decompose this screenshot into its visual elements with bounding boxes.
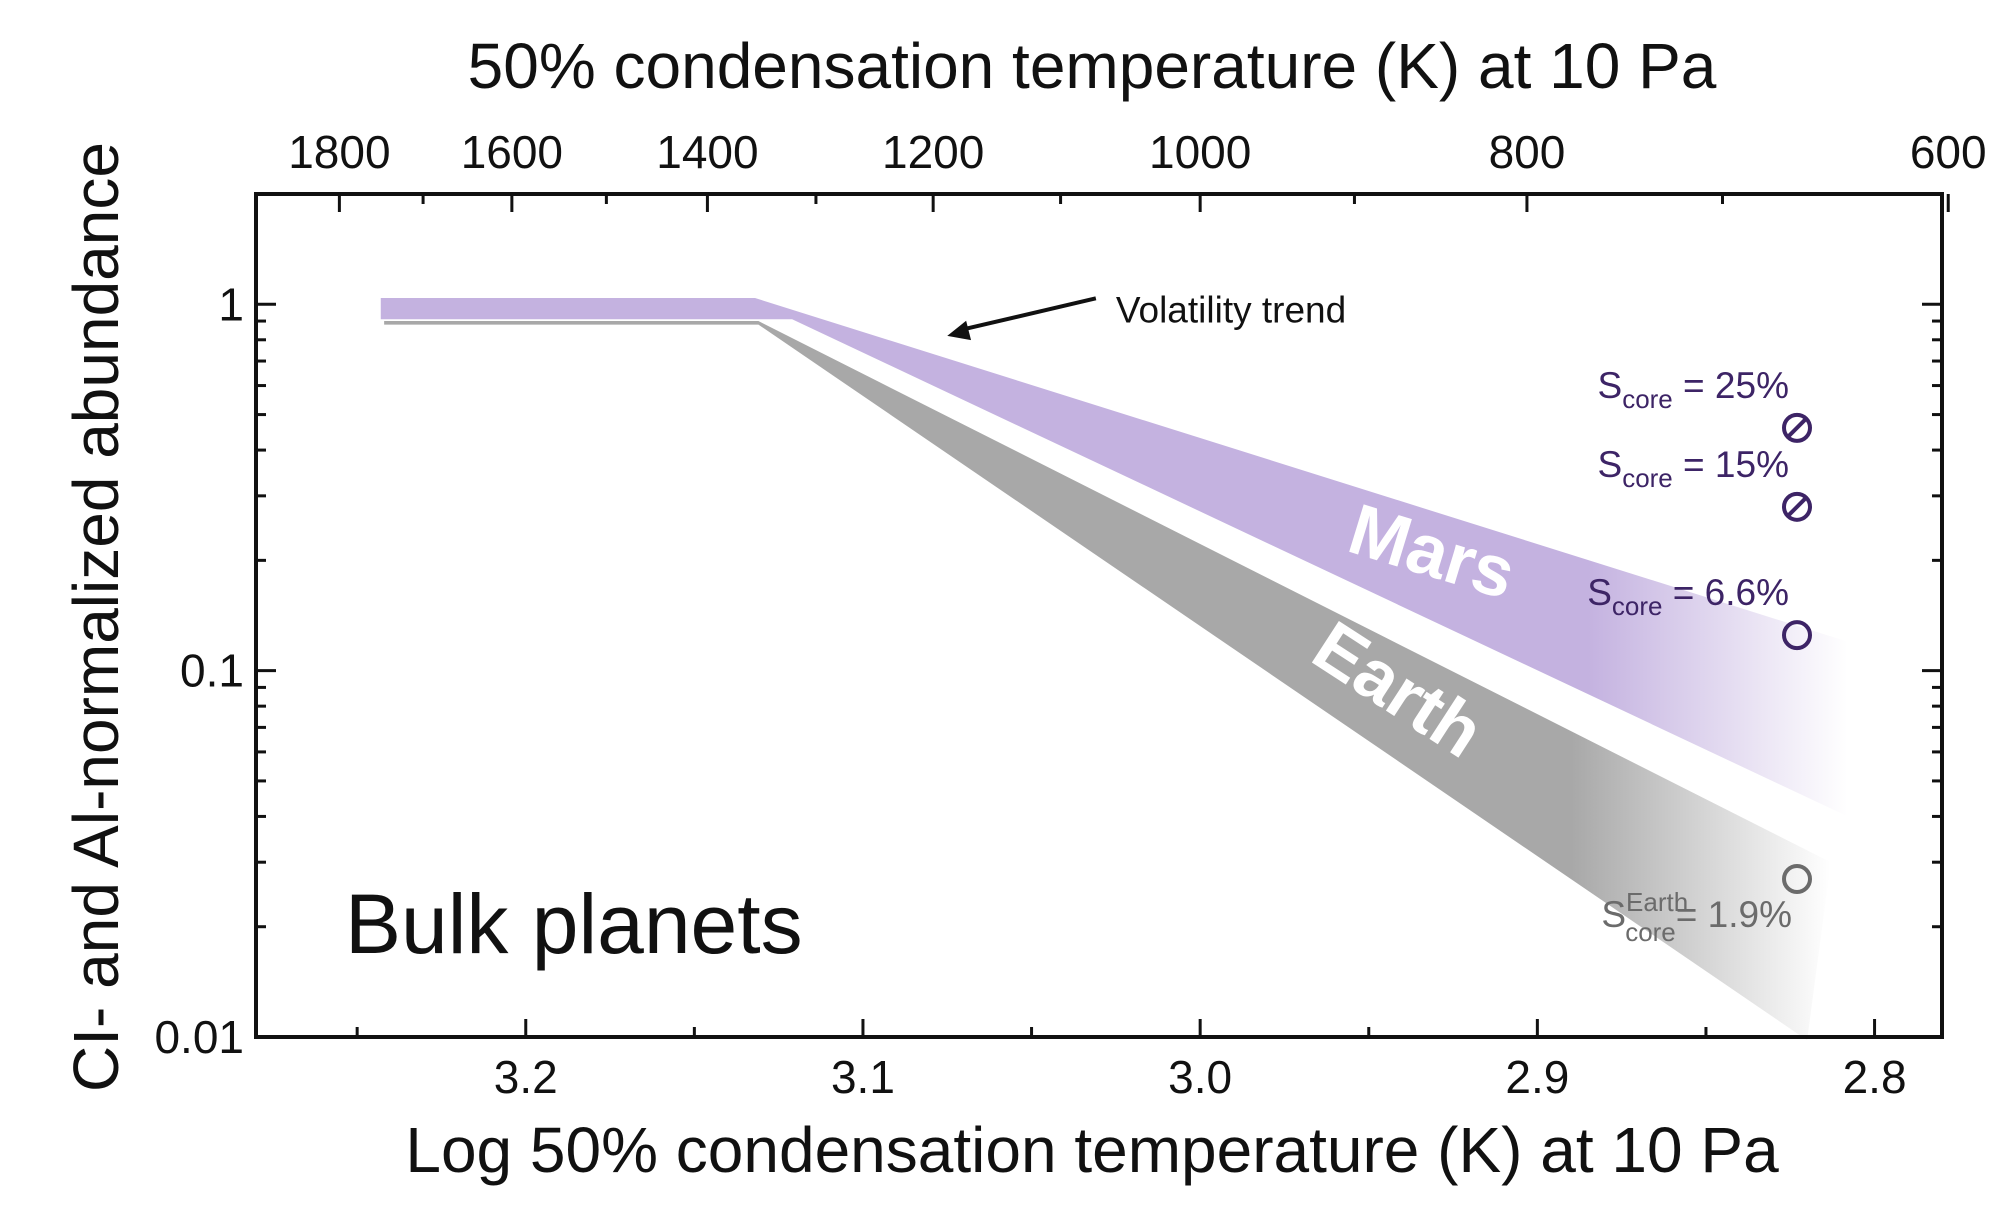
- score-point-slash: [1786, 417, 1808, 439]
- score-point: [1782, 620, 1813, 651]
- top-tick-label: 1200: [882, 126, 984, 178]
- ticks-layer: 3.2 3.1 3.0 2.9 2.8 1800 1600 1400 1200 1000 800 60…: [154, 126, 1986, 1103]
- x-tick-label: 3.1: [831, 1051, 895, 1103]
- top-axis-title: 50% condensation temperature (K) at 10 P…: [468, 30, 1717, 102]
- score-point: [1782, 412, 1813, 443]
- y-tick-label: 0.01: [154, 1011, 244, 1063]
- volatility-trend-arrow-shaft: [960, 296, 1097, 332]
- x-tick-label: 3.0: [1168, 1051, 1232, 1103]
- x-tick-label: 3.2: [494, 1051, 558, 1103]
- y-axis-title: CI- and Al-normalized abundance: [60, 142, 132, 1092]
- x-axis-title: Log 50% condensation temperature (K) at …: [405, 1114, 1779, 1186]
- points-layer: Score = 25% Score = 15% Score = 6.6% SEarth…: [1587, 365, 1813, 947]
- top-tick-label: 1400: [656, 126, 758, 178]
- score-point: [1782, 491, 1813, 522]
- annotations-layer: Volatility trend: [947, 289, 1346, 341]
- mars-band: [380, 298, 1848, 817]
- top-tick-label: 1600: [461, 126, 563, 178]
- volatility-trend-arrowhead: [947, 320, 972, 341]
- plot-frame: [254, 192, 1944, 1039]
- x-tick-label: 2.9: [1505, 1051, 1569, 1103]
- panel-label: Bulk planets: [345, 877, 803, 971]
- top-tick-label: 1000: [1149, 126, 1251, 178]
- top-tick-label: 600: [1910, 126, 1987, 178]
- score-label: Score = 15%: [1598, 444, 1790, 493]
- bands-layer: [380, 298, 1848, 1041]
- score-point: [1782, 863, 1813, 894]
- top-tick-label: 1800: [288, 126, 390, 178]
- score-label: Score = 25%: [1598, 365, 1790, 414]
- y-tick-label: 1: [218, 278, 244, 330]
- score-point-slash: [1786, 496, 1808, 518]
- score-label: SEarth core= 1.9%: [1601, 887, 1792, 947]
- y-tick-label: 0.1: [180, 645, 244, 697]
- plot-frame-layer: [254, 192, 1944, 1039]
- score-label: Score = 6.6%: [1587, 572, 1789, 621]
- top-tick-label: 800: [1489, 126, 1566, 178]
- x-tick-label: 2.8: [1843, 1051, 1907, 1103]
- volatility-trend-label: Volatility trend: [1116, 289, 1346, 330]
